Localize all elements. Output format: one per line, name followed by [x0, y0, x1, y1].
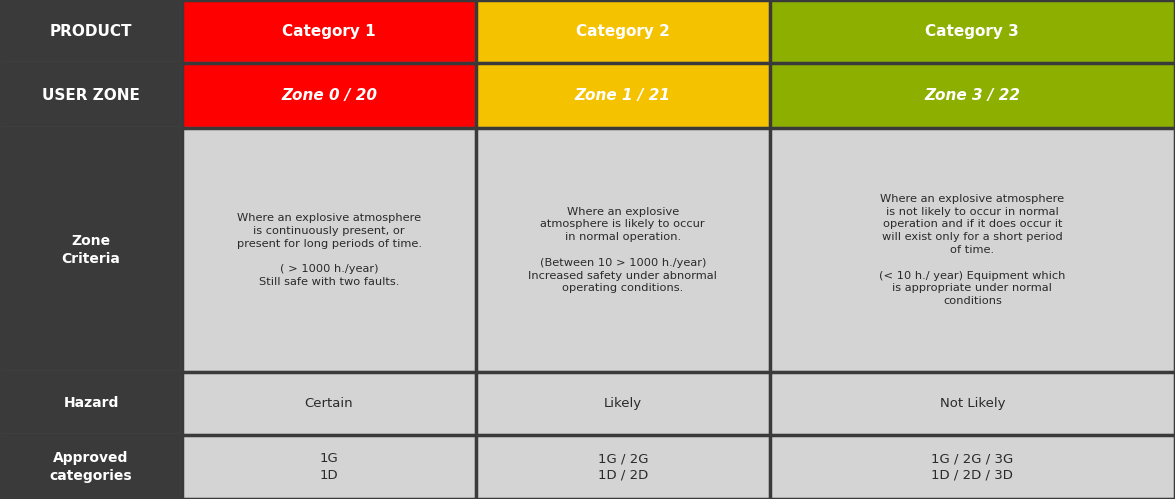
Text: Zone 3 / 22: Zone 3 / 22 — [925, 88, 1020, 103]
Bar — [770, 63, 1175, 128]
Bar — [476, 63, 770, 128]
Text: 1G / 2G / 3G
1D / 2D / 3D: 1G / 2G / 3G 1D / 2D / 3D — [931, 452, 1013, 482]
Bar — [476, 372, 770, 435]
Bar — [476, 128, 770, 372]
Bar — [770, 128, 1175, 372]
Bar — [182, 0, 476, 63]
Bar — [0, 372, 182, 435]
Text: 1G / 2G
1D / 2D: 1G / 2G 1D / 2D — [598, 452, 647, 482]
Text: Not Likely: Not Likely — [940, 397, 1005, 410]
Bar — [770, 435, 1175, 499]
Bar — [182, 128, 476, 372]
Text: Certain: Certain — [304, 397, 354, 410]
Bar — [0, 435, 182, 499]
Text: Zone 1 / 21: Zone 1 / 21 — [575, 88, 671, 103]
Bar — [0, 128, 182, 372]
Bar — [182, 63, 476, 128]
Text: Zone 0 / 20: Zone 0 / 20 — [281, 88, 377, 103]
Text: Where an explosive atmosphere
is not likely to occur in normal
operation and if : Where an explosive atmosphere is not lik… — [879, 194, 1066, 306]
Text: Approved
categories: Approved categories — [49, 451, 133, 483]
Text: PRODUCT: PRODUCT — [49, 24, 133, 39]
Text: Category 1: Category 1 — [282, 24, 376, 39]
Text: Zone
Criteria: Zone Criteria — [61, 234, 121, 266]
Text: Where an explosive atmosphere
is continuously present, or
present for long perio: Where an explosive atmosphere is continu… — [236, 213, 422, 287]
Bar — [0, 63, 182, 128]
Bar — [476, 0, 770, 63]
Text: Category 2: Category 2 — [576, 24, 670, 39]
Bar — [182, 435, 476, 499]
Bar — [182, 372, 476, 435]
Text: USER ZONE: USER ZONE — [42, 88, 140, 103]
Bar — [476, 435, 770, 499]
Text: Hazard: Hazard — [63, 396, 119, 411]
Text: 1G
1D: 1G 1D — [320, 452, 338, 482]
Bar — [0, 0, 182, 63]
Bar — [770, 0, 1175, 63]
Bar — [770, 372, 1175, 435]
Text: Category 3: Category 3 — [926, 24, 1019, 39]
Text: Where an explosive
atmosphere is likely to occur
in normal operation.

(Between : Where an explosive atmosphere is likely … — [529, 207, 717, 293]
Text: Likely: Likely — [604, 397, 642, 410]
